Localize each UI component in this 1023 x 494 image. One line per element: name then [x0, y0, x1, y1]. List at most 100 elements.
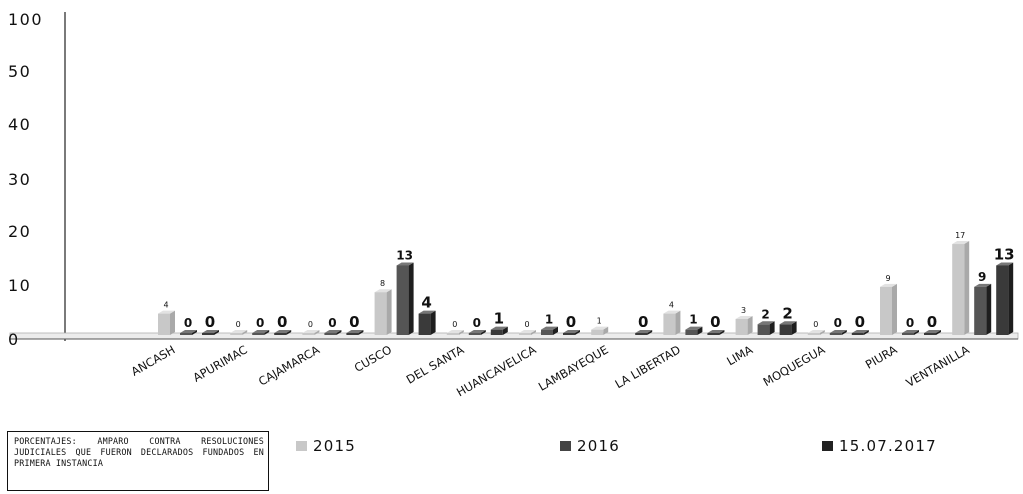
- value-label: 0: [927, 313, 937, 331]
- bar-2015: [158, 313, 170, 335]
- value-label: 8: [380, 279, 385, 288]
- bar-side: [936, 330, 941, 335]
- bar-top: [996, 262, 1014, 266]
- value-label: 0: [638, 313, 648, 331]
- value-label: 0: [524, 320, 529, 329]
- category-labels: ANCASH APURIMAC CAJAMARCA CUSCO DEL SANTAHUA…: [129, 342, 972, 399]
- y-tick-label: 50: [8, 62, 31, 81]
- value-label: 4: [669, 301, 674, 310]
- bar-15.07.2017: [779, 324, 792, 335]
- bar-top: [807, 330, 825, 333]
- bar-top: [252, 330, 270, 333]
- legend-label-2016: 2016: [577, 437, 620, 455]
- bar-2015: [591, 329, 604, 335]
- bar-side: [480, 330, 486, 335]
- bar-top: [490, 326, 508, 330]
- bar-top: [880, 283, 897, 287]
- category-label: LA LIBERTAD: [613, 342, 683, 391]
- bar-2016: [468, 333, 481, 335]
- bar-15.07.2017: [490, 329, 503, 335]
- bar-top: [952, 241, 970, 245]
- bar-side: [647, 330, 653, 335]
- bar-side: [603, 326, 609, 335]
- category-label: CUSCO: [352, 342, 394, 375]
- bar-15.07.2017: [346, 333, 359, 335]
- bar-top: [563, 330, 580, 333]
- bar-top: [663, 310, 681, 314]
- bar-side: [914, 330, 919, 335]
- bar-15.07.2017: [274, 333, 287, 335]
- category-label: APURIMAC: [191, 342, 250, 384]
- value-label: 2: [761, 307, 769, 321]
- value-label: 1: [689, 313, 697, 327]
- bar-2015: [807, 333, 820, 335]
- value-label: 9: [885, 274, 890, 283]
- bar-15.07.2017: [418, 313, 431, 335]
- value-label: 0: [566, 313, 576, 331]
- bar-2016: [180, 333, 192, 335]
- bar-side: [719, 330, 725, 335]
- bar-top: [202, 330, 219, 333]
- bar-side: [242, 330, 248, 335]
- bar-top: [735, 315, 753, 319]
- value-label: 13: [994, 245, 1015, 263]
- value-label: 2: [782, 304, 792, 322]
- bar-top: [974, 283, 992, 287]
- bar-side: [502, 326, 508, 335]
- bar-side: [336, 330, 342, 335]
- category-label: ANCASH: [129, 342, 178, 378]
- bar-side: [192, 330, 197, 335]
- bar-top: [591, 326, 609, 330]
- legend-swatch-2015: [296, 441, 307, 451]
- legend-item-2017: 15.07.2017: [822, 436, 937, 456]
- bar-15.07.2017: [635, 333, 648, 335]
- bar-top: [396, 262, 414, 266]
- bar-top: [707, 330, 725, 333]
- bar-2015: [446, 333, 459, 335]
- value-label: 0: [710, 313, 720, 331]
- bar-15.07.2017: [851, 333, 864, 335]
- bar-side: [747, 315, 753, 335]
- bar-15.07.2017: [563, 333, 575, 335]
- legend-label-2015: 2015: [313, 437, 356, 455]
- value-label: 1: [545, 313, 553, 327]
- bar-side: [386, 289, 392, 335]
- bar-top: [468, 330, 486, 333]
- category-label: MOQUEGUA: [761, 342, 828, 389]
- bar-side: [575, 330, 580, 335]
- bar-2015: [735, 318, 748, 335]
- bar-side: [986, 283, 992, 335]
- bar-2016: [324, 333, 337, 335]
- bar-15.07.2017: [996, 265, 1009, 335]
- legend-swatch-2017: [822, 441, 833, 451]
- bar-2016: [902, 333, 914, 335]
- bar-top: [685, 326, 703, 330]
- category-label: PIURA: [863, 342, 900, 371]
- category-label: CAJAMARCA: [256, 342, 322, 388]
- bar-2015: [663, 313, 676, 335]
- category-label: LAMBAYEQUE: [536, 342, 611, 393]
- legend-item-2015: 2015: [296, 436, 356, 456]
- bar-2016: [252, 333, 265, 335]
- bar-side: [675, 310, 681, 335]
- bar-side: [819, 330, 825, 335]
- bar-side: [214, 330, 219, 335]
- value-label: 0: [813, 320, 818, 329]
- bar-top: [924, 330, 941, 333]
- bar-2015: [302, 333, 315, 335]
- bar-top: [374, 289, 392, 293]
- value-label: 0: [256, 316, 264, 330]
- bar-top: [541, 326, 558, 330]
- bar-side: [863, 330, 869, 335]
- bar-side: [286, 330, 292, 335]
- bar-top: [635, 330, 653, 333]
- value-label: 0: [834, 316, 842, 330]
- value-label: 4: [421, 294, 431, 312]
- bar-side: [430, 310, 436, 335]
- category-label: HUANCAVELICA: [454, 342, 539, 399]
- y-tick-label: 20: [8, 222, 31, 241]
- value-label: 17: [955, 231, 965, 240]
- bar-top: [757, 321, 775, 325]
- bar-2016: [757, 324, 770, 335]
